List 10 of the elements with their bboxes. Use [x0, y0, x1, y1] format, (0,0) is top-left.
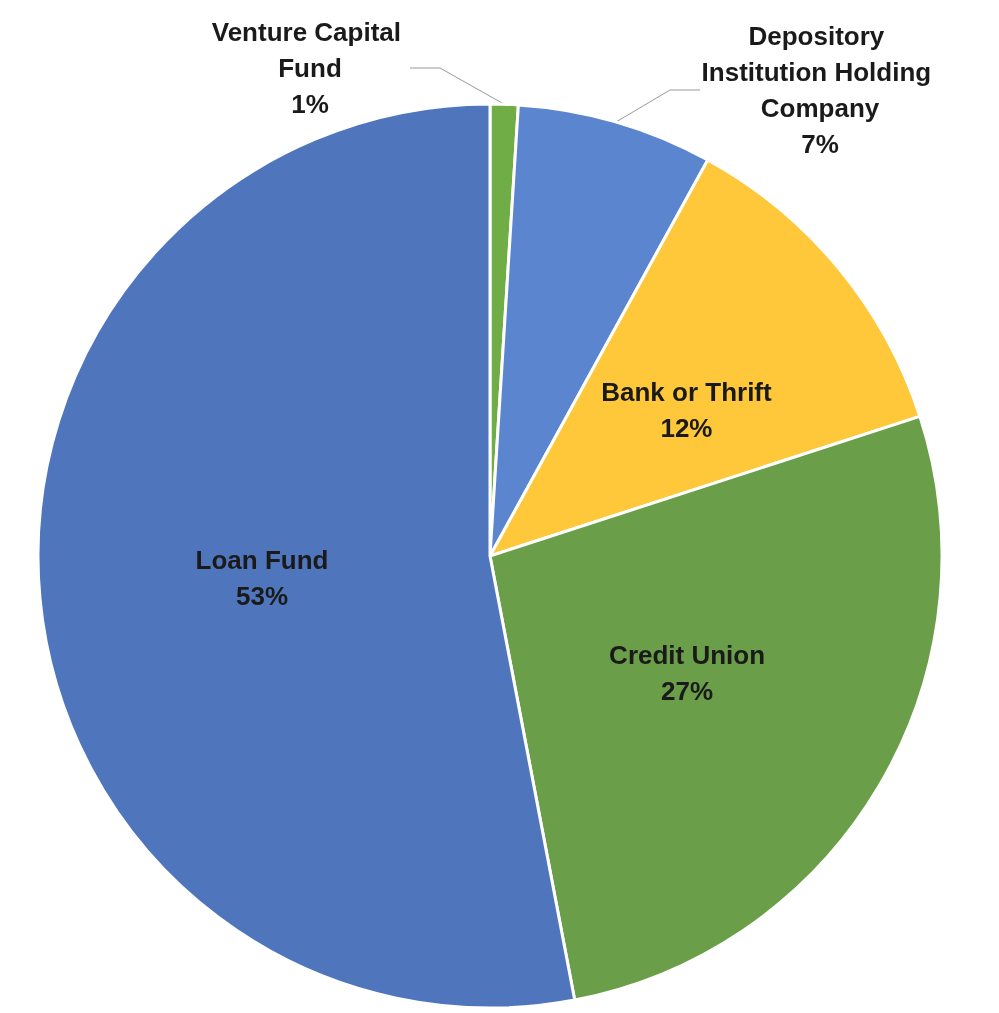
slice-label: Depository Institution Holding Company [701, 21, 939, 123]
slice-label: Venture Capital Fund [211, 17, 409, 83]
data-label: 1% [291, 89, 329, 119]
data-label: 12% [660, 413, 713, 444]
slice-label: Credit Union [609, 639, 766, 670]
slice-label: Loan Fund [195, 544, 329, 575]
data-label: 27% [661, 675, 714, 706]
slice-label: Bank or Thrift [601, 377, 773, 408]
data-label: 7% [801, 129, 839, 159]
data-label: 53% [235, 580, 289, 611]
